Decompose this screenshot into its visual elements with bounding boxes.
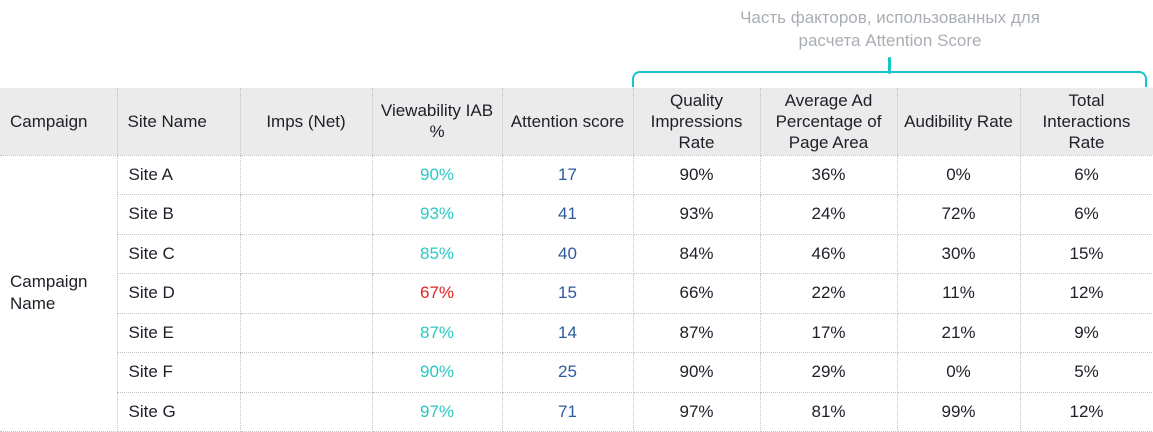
table-row: Site C 85% 40 84% 46% 30% 15% (0, 234, 1153, 274)
attention-score-cell: 14 (502, 313, 634, 353)
imps-cell (240, 273, 373, 314)
attention-score-cell: 40 (502, 234, 634, 274)
interactions-cell: 12% (1020, 273, 1153, 314)
annotation-line-1: Часть факторов, использованных для (740, 8, 1040, 27)
table-row: Site F 90% 25 90% 29% 0% 5% (0, 352, 1153, 393)
avg-ad-percentage-cell: 81% (760, 392, 898, 432)
quality-impressions-cell: 84% (633, 234, 761, 274)
site-name-cell: Site F (117, 352, 241, 393)
viewability-cell: 90% (372, 155, 503, 195)
audibility-cell: 30% (897, 234, 1021, 274)
quality-impressions-cell: 66% (633, 273, 761, 314)
campaign-name-cell: Campaign Name (0, 155, 118, 432)
table-row: Site D 67% 15 66% 22% 11% 12% (0, 273, 1153, 314)
bracket-stem (888, 57, 891, 74)
header-audibility-rate: Audibility Rate (897, 88, 1021, 156)
table-row: Site E 87% 14 87% 17% 21% 9% (0, 313, 1153, 353)
header-quality-impressions-rate: Quality Impressions Rate (633, 88, 761, 156)
attention-score-annotation: Часть факторов, использованных для расче… (640, 6, 1140, 52)
site-name-cell: Site C (117, 234, 241, 274)
imps-cell (240, 313, 373, 353)
site-name-cell: Site E (117, 313, 241, 353)
interactions-cell: 6% (1020, 194, 1153, 235)
imps-cell (240, 392, 373, 432)
viewability-cell: 97% (372, 392, 503, 432)
imps-cell (240, 155, 373, 195)
imps-cell (240, 352, 373, 393)
header-site-name: Site Name (117, 88, 241, 156)
audibility-cell: 72% (897, 194, 1021, 235)
imps-cell (240, 194, 373, 235)
site-name-cell: Site G (117, 392, 241, 432)
interactions-cell: 9% (1020, 313, 1153, 353)
site-name-cell: Site B (117, 194, 241, 235)
header-viewability-iab: Viewability IAB % (372, 88, 503, 156)
attention-score-cell: 17 (502, 155, 634, 195)
avg-ad-percentage-cell: 29% (760, 352, 898, 393)
table-row: Site G 97% 71 97% 81% 99% 12% (0, 392, 1153, 432)
interactions-cell: 6% (1020, 155, 1153, 195)
quality-impressions-cell: 93% (633, 194, 761, 235)
avg-ad-percentage-cell: 24% (760, 194, 898, 235)
audibility-cell: 21% (897, 313, 1021, 353)
viewability-cell: 67% (372, 273, 503, 314)
attention-score-cell: 71 (502, 392, 634, 432)
header-total-interactions-rate: Total Interactions Rate (1020, 88, 1153, 156)
attention-score-cell: 41 (502, 194, 634, 235)
site-name-cell: Site A (117, 155, 241, 195)
interactions-cell: 5% (1020, 352, 1153, 393)
viewability-cell: 90% (372, 352, 503, 393)
table-row: Site B 93% 41 93% 24% 72% 6% (0, 194, 1153, 235)
header-avg-ad-percentage: Average Ad Percentage of Page Area (760, 88, 898, 156)
interactions-cell: 12% (1020, 392, 1153, 432)
avg-ad-percentage-cell: 36% (760, 155, 898, 195)
viewability-cell: 93% (372, 194, 503, 235)
audibility-cell: 0% (897, 352, 1021, 393)
table-row: Campaign Name Site A 90% 17 90% 36% 0% 6… (0, 155, 1153, 432)
metrics-table: Campaign Site Name Imps (Net) Viewabilit… (0, 88, 1153, 432)
audibility-cell: 11% (897, 273, 1021, 314)
site-name-cell: Site D (117, 273, 241, 314)
attention-score-cell: 15 (502, 273, 634, 314)
quality-impressions-cell: 90% (633, 352, 761, 393)
annotation-line-2: расчета Attention Score (798, 31, 982, 50)
quality-impressions-cell: 90% (633, 155, 761, 195)
header-imps-net: Imps (Net) (240, 88, 373, 156)
audibility-cell: 99% (897, 392, 1021, 432)
audibility-cell: 0% (897, 155, 1021, 195)
viewability-cell: 85% (372, 234, 503, 274)
viewability-cell: 87% (372, 313, 503, 353)
interactions-cell: 15% (1020, 234, 1153, 274)
imps-cell (240, 234, 373, 274)
attention-score-cell: 25 (502, 352, 634, 393)
avg-ad-percentage-cell: 46% (760, 234, 898, 274)
header-campaign: Campaign (0, 88, 118, 156)
header-attention-score: Attention score (502, 88, 634, 156)
avg-ad-percentage-cell: 22% (760, 273, 898, 314)
header-row: Campaign Site Name Imps (Net) Viewabilit… (0, 88, 1153, 156)
avg-ad-percentage-cell: 17% (760, 313, 898, 353)
quality-impressions-cell: 97% (633, 392, 761, 432)
quality-impressions-cell: 87% (633, 313, 761, 353)
group-bracket (632, 71, 1147, 87)
